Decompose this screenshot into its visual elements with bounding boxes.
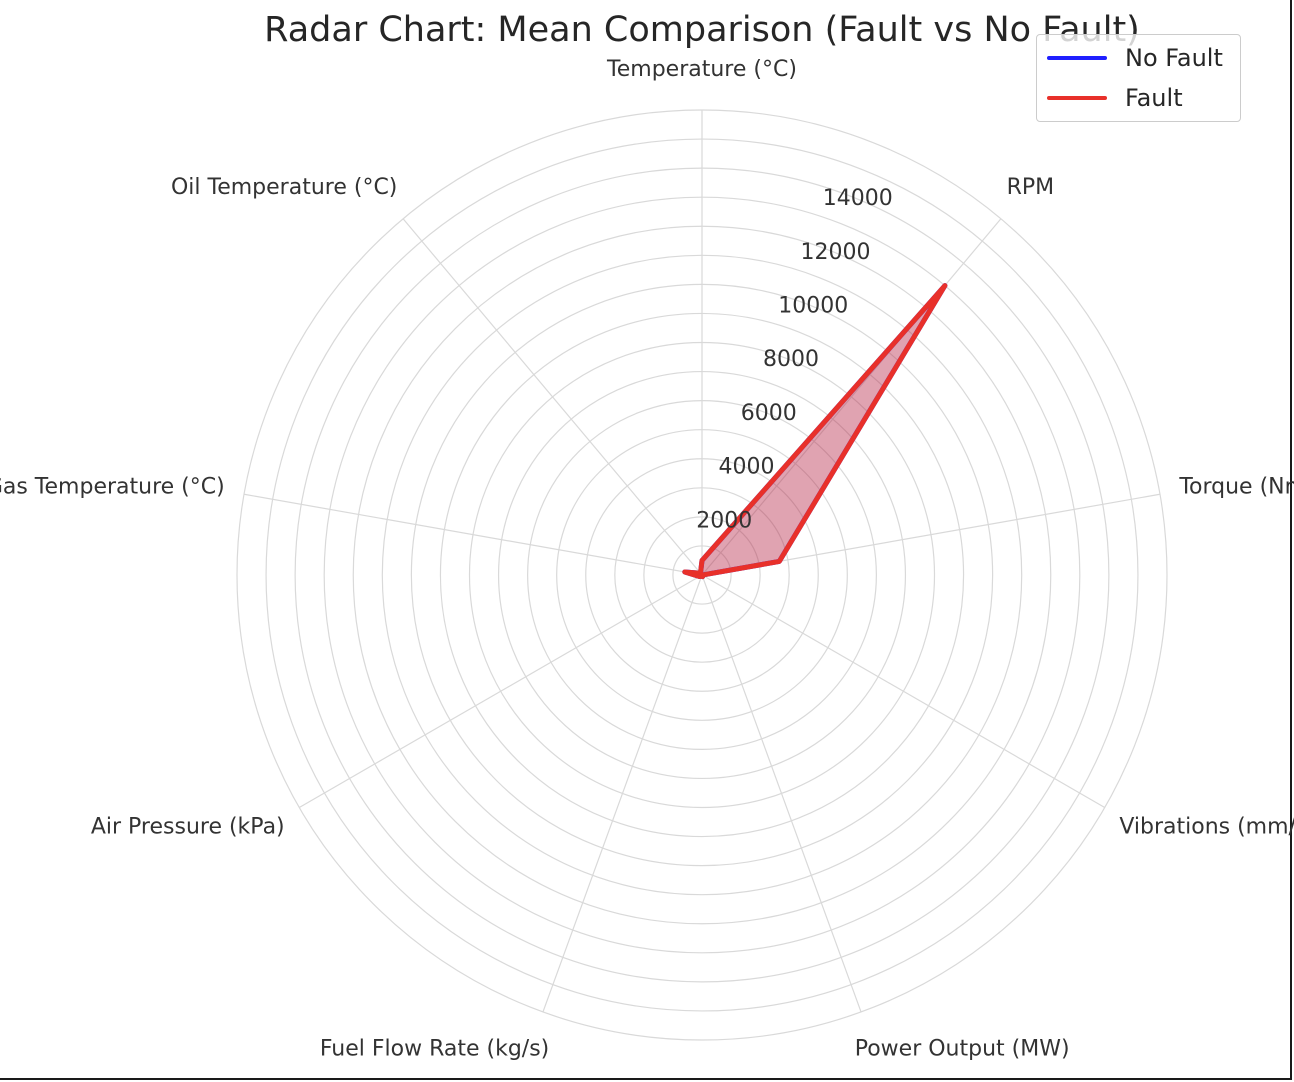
r-tick-label: 2000 (696, 508, 752, 533)
legend-swatch-no-fault (1047, 56, 1107, 60)
grid-spoke (402, 218, 703, 576)
axis-label: Air Pressure (kPa) (91, 815, 285, 840)
legend: No Fault Fault (1036, 34, 1241, 122)
r-tick-label: 6000 (741, 401, 797, 426)
radar-grid (236, 109, 1168, 1041)
grid-spoke (243, 493, 703, 576)
grid-spoke (701, 218, 1002, 576)
radar-labels: 2000 4000 6000 8000 10000 12000 14000 Temperatu… (0, 57, 1294, 1062)
axis-label: Power Output (MW) (855, 1037, 1070, 1062)
grid-spoke (542, 574, 703, 1013)
axis-label: RPM (1007, 175, 1055, 200)
grid-spoke (701, 574, 862, 1013)
chart-title: Radar Chart: Mean Comparison (Fault vs N… (264, 10, 1140, 50)
radar-series (682, 283, 948, 580)
legend-item-no-fault: No Fault (1047, 44, 1223, 72)
legend-label-no-fault: No Fault (1125, 44, 1223, 72)
r-tick-label: 10000 (778, 293, 848, 318)
r-tick-label: 4000 (718, 455, 774, 480)
axis-label: Exhaust Gas Temperature (°C) (0, 474, 225, 499)
r-tick-label: 8000 (763, 347, 819, 372)
r-tick-label: 14000 (823, 186, 893, 211)
grid-spoke (701, 574, 1106, 809)
r-tick-label: 12000 (800, 240, 870, 265)
axis-label: Temperature (°C) (606, 57, 797, 82)
grid-spoke (298, 574, 703, 809)
legend-label-fault: Fault (1125, 84, 1183, 112)
legend-swatch-fault (1047, 96, 1107, 100)
axis-label: Torque (Nm) (1178, 474, 1294, 499)
series-line-1 (682, 283, 948, 580)
axis-label: Fuel Flow Rate (kg/s) (320, 1037, 549, 1062)
axis-label: Vibrations (mm/s) (1119, 815, 1294, 840)
axis-label: Oil Temperature (°C) (171, 175, 397, 200)
legend-item-fault: Fault (1047, 84, 1183, 112)
